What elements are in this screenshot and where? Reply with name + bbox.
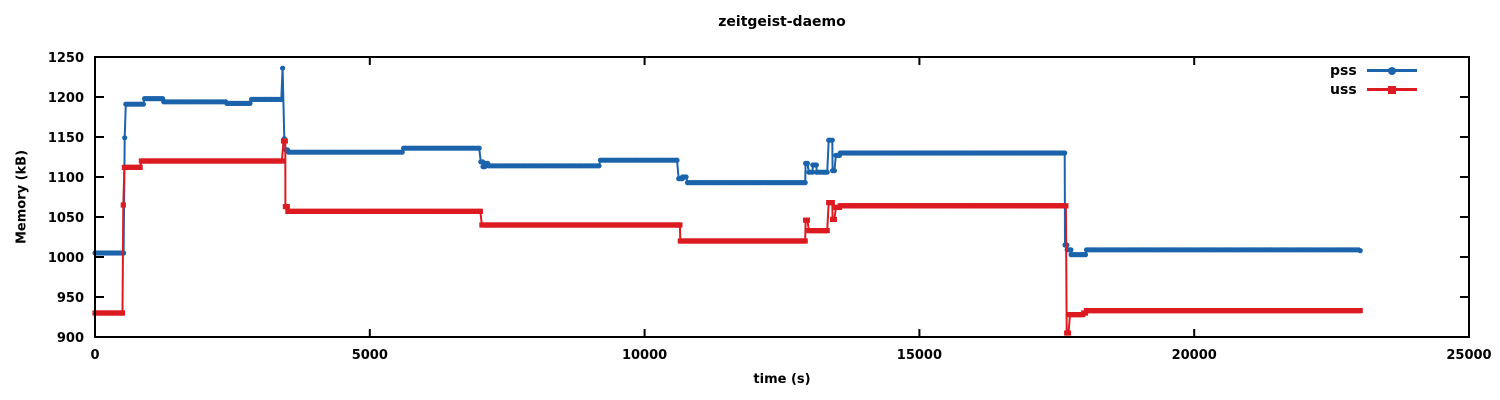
y-tick-label: 1250 bbox=[48, 51, 84, 66]
y-tick-label: 1200 bbox=[48, 91, 84, 106]
y-tick-label: 1150 bbox=[48, 131, 84, 146]
series-pss bbox=[92, 65, 1363, 258]
x-tick-label: 10000 bbox=[622, 348, 667, 363]
x-tick-label: 20000 bbox=[1172, 348, 1217, 363]
legend-label-pss: pss bbox=[1330, 62, 1357, 79]
plot-border bbox=[94, 56, 1470, 338]
legend: pss uss bbox=[1330, 61, 1417, 99]
x-tick-label: 25000 bbox=[1446, 348, 1491, 363]
y-tick-label: 1050 bbox=[48, 211, 84, 226]
legend-line-uss bbox=[1366, 85, 1417, 94]
axis-ticks: 0 5000 10000 15000 20000 25000 900 950 1000 1050 1… bbox=[48, 51, 1492, 363]
y-tick-label: 950 bbox=[57, 291, 84, 306]
x-axis-label: time (s) bbox=[753, 372, 811, 387]
square-marker-icon bbox=[1387, 85, 1396, 94]
y-tick-label: 900 bbox=[57, 331, 84, 346]
y-axis-label: Memory (kB) bbox=[14, 149, 30, 245]
y-tick-label: 1100 bbox=[48, 171, 84, 186]
x-tick-label: 15000 bbox=[897, 348, 942, 363]
series-uss bbox=[92, 138, 1363, 336]
x-tick-label: 5000 bbox=[352, 348, 388, 363]
circle-marker-icon bbox=[1387, 66, 1396, 75]
legend-line-pss bbox=[1366, 66, 1417, 75]
legend-item-uss: uss bbox=[1330, 80, 1417, 99]
chart-title: zeitgeist-daemo bbox=[718, 14, 846, 30]
x-tick-label: 0 bbox=[90, 348, 99, 363]
y-tick-label: 1000 bbox=[48, 251, 84, 266]
legend-label-uss: uss bbox=[1330, 81, 1357, 98]
legend-item-pss: pss bbox=[1330, 61, 1417, 80]
